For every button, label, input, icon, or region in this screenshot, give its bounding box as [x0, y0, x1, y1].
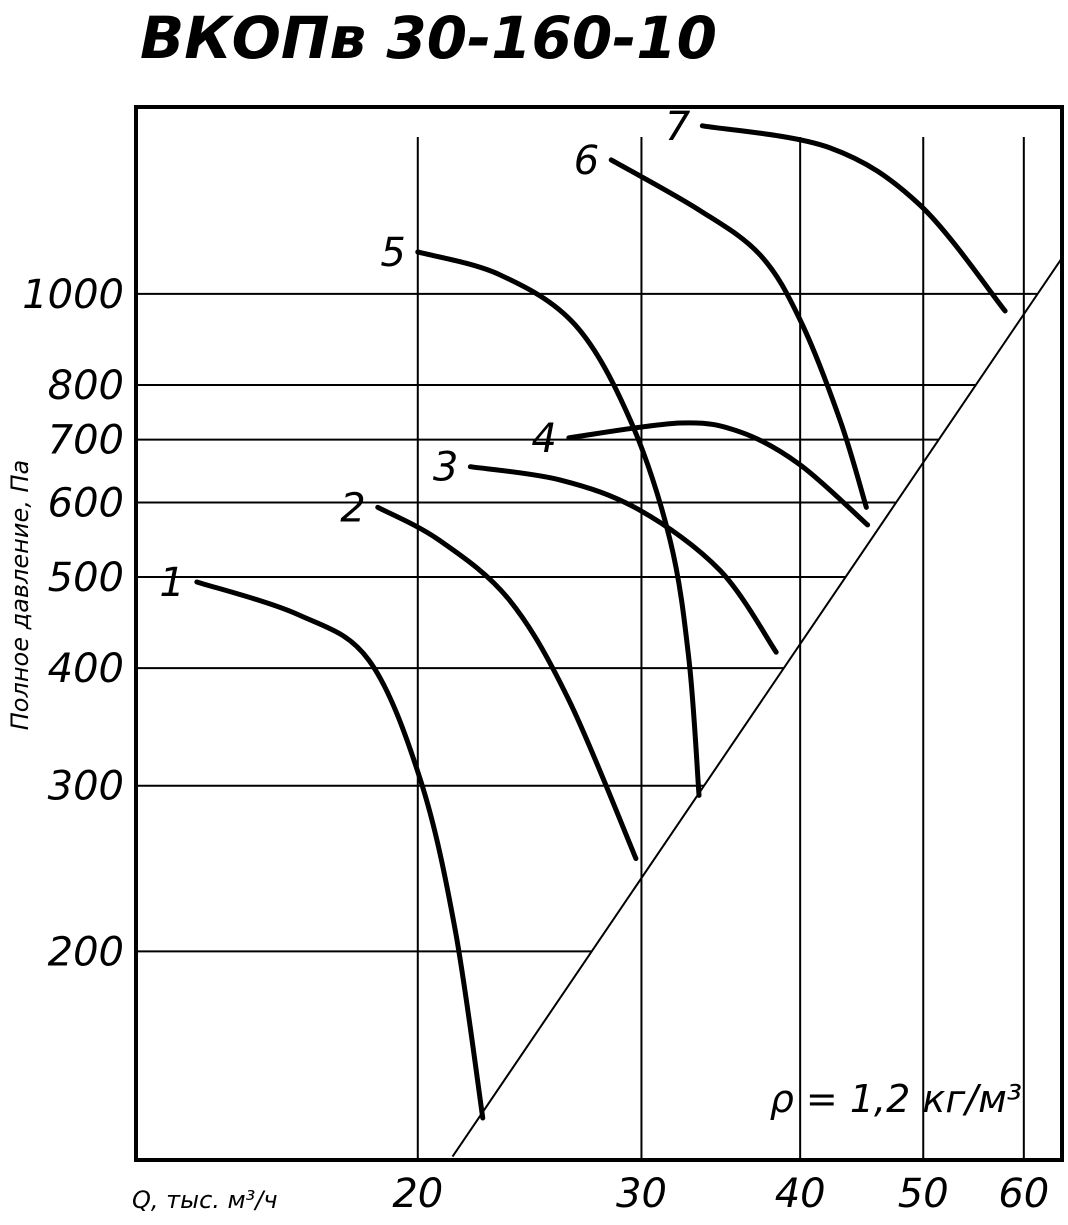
curve [467, 464, 779, 655]
x-tick-label: 60 [998, 1171, 1049, 1217]
x-axis-label: Q, тыс. м³/ч [132, 1186, 278, 1214]
x-tick-label: 40 [775, 1171, 826, 1217]
curve-label: 6 [574, 138, 599, 184]
boundary-line [451, 257, 1063, 1158]
curve-label: 2 [340, 485, 365, 531]
chart-title: ВКОПв 30-160-10 [140, 4, 717, 72]
curve-label: 7 [665, 104, 691, 150]
curve [608, 157, 869, 510]
y-tick-label: 1000 [22, 272, 124, 318]
x-tick-label: 50 [898, 1171, 949, 1217]
y-tick-label: 400 [48, 646, 124, 692]
y-tick-label: 500 [48, 555, 124, 601]
y-tick-label: 600 [48, 481, 124, 527]
plot-frame [134, 105, 1064, 1162]
curve [566, 420, 871, 528]
curve-label: 3 [433, 445, 458, 491]
curve [375, 504, 639, 862]
y-tick-label: 700 [48, 418, 124, 464]
y-tick-label: 800 [48, 363, 124, 409]
y-axis-label: Полное давление, Па [6, 460, 34, 730]
curve-label: 4 [531, 416, 556, 462]
curve [699, 123, 1008, 314]
curve [194, 579, 486, 1121]
y-tick-label: 200 [48, 929, 124, 975]
curve-label: 1 [159, 560, 184, 606]
x-tick-label: 30 [616, 1171, 667, 1217]
annotation: ρ = 1,2 кг/м³ [770, 1077, 1022, 1121]
curve [415, 249, 702, 798]
y-tick-label: 300 [48, 764, 124, 810]
x-tick-label: 20 [392, 1171, 443, 1217]
curve-label: 5 [380, 230, 405, 276]
